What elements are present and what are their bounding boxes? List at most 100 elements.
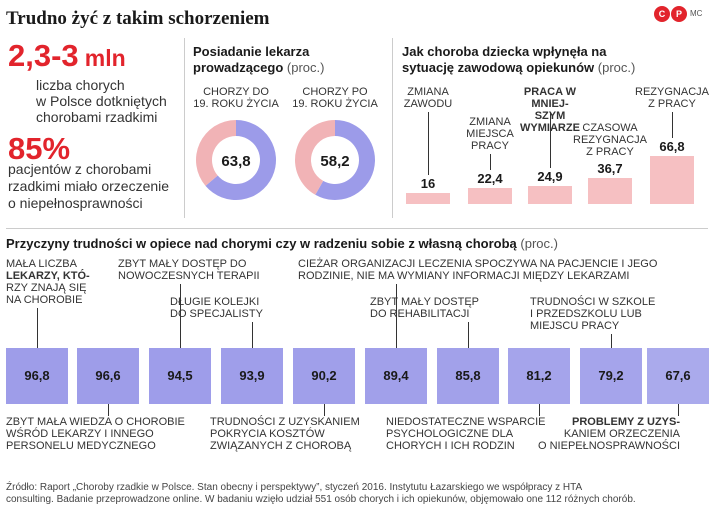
cause-label-connector	[678, 404, 679, 416]
stat-patients-value: 2,3-3 mln	[8, 38, 126, 73]
source-note: Źródło: Raport „Choroby rzadkie w Polsce…	[6, 482, 710, 506]
cause-bar	[293, 348, 355, 404]
cause-bar-label: NIEDOSTATECZNE WSPARCIE PSYCHOLOGICZNE DL…	[386, 416, 546, 452]
cause-bar-label: ZBYT MAŁY DOSTĘP DO NOWOCZESNYCH TERAPII	[118, 258, 260, 282]
page-title: Trudno żyć z takim schorzeniem	[6, 8, 270, 29]
bottom-title-text: Przyczyny trudności w opiece nad chorymi…	[6, 236, 517, 251]
author-credit: MC	[690, 9, 703, 18]
donut-chart-1	[196, 120, 276, 200]
cause-bar-label: TRUDNOŚCI Z UZYSKANIEM POKRYCIA KOSZTÓW ZW…	[210, 416, 360, 452]
work-section-title: Jak choroba dziecka wpłynęła na sytuację…	[402, 44, 708, 76]
work-bar-value: 16	[420, 175, 436, 191]
cause-bar-value: 96,8	[24, 368, 50, 383]
cause-bar-label: CIEŻAR ORGANIZACJI LECZENIA SPOCZYWA NA …	[298, 258, 658, 282]
donut-1-value-slice	[205, 120, 276, 200]
divider-right	[392, 38, 393, 218]
publisher-logo-left: C	[654, 6, 670, 22]
bottom-bar-chart: 96,8 96,6 94,5 93,9 90,2 89,4 85,8 81,2 79,2 67,6…	[0, 254, 714, 474]
cause-label-connector	[611, 334, 612, 348]
stat-patients-line2: w Polsce dotkniętych	[36, 93, 167, 109]
donut1-label-line2: 19. ROKU ŻYCIA	[193, 98, 279, 110]
donut-2-rest-slice	[295, 120, 335, 195]
work-label-connector	[428, 112, 429, 175]
work-title-line2: sytuację zawodową opiekunów	[402, 60, 595, 75]
cause-bar	[6, 348, 68, 404]
cause-bar	[437, 348, 499, 404]
work-bar-label: CZASOWA REZYGNACJA Z PRACY	[573, 122, 647, 158]
work-bar	[528, 186, 572, 204]
cause-label-connector	[539, 404, 540, 416]
work-bar-value: 22,4	[477, 170, 503, 186]
stat-patients-line3: chorobami rzadkimi	[36, 109, 158, 125]
donut2-label: CHORZY PO 19. ROKU ŻYCIA	[289, 86, 381, 110]
source-line2: consulting. Badanie przeprowadzone onlin…	[6, 494, 636, 505]
cause-bar-value: 94,5	[167, 368, 193, 383]
cause-bar-label: TRUDNOŚCI W SZKOLE I PRZEDSZKOLU LUB MIEJS…	[530, 296, 656, 332]
cause-bar	[508, 348, 570, 404]
cause-bar-label: ZBYT MAŁA WIEDZA O CHOROBIE WŚRÓD LEKARZY…	[6, 416, 185, 452]
cause-bar	[77, 348, 139, 404]
work-unit: (proc.)	[597, 60, 636, 75]
cause-bar-label: DŁUGIE KOLEJKI DO SPECJALISTY	[170, 296, 263, 320]
donut1-label: CHORZY DO 19. ROKU ŻYCIA	[190, 86, 282, 110]
cause-label-connector	[396, 284, 397, 348]
stat-disability-line1: pacjentów z chorobami	[8, 161, 152, 177]
cause-label-connector	[324, 404, 325, 416]
work-bar	[406, 192, 450, 204]
work-bar-chart: 16 ZMIANA ZAWODU 22,4 ZMIANA MIEJSCA PRACY 24,9…	[398, 80, 710, 210]
cause-label-connector	[180, 284, 181, 348]
work-bar-label: REZYGNACJA Z PRACY	[635, 86, 709, 110]
cause-bar-value: 67,6	[665, 368, 691, 383]
work-label-connector	[490, 154, 491, 170]
cause-bar-label: MAŁA LICZBA LEKARZY, KTÓ- RZY ZNAJĄ SIĘ NA …	[6, 258, 90, 306]
donut2-label-line1: CHORZY PO	[302, 86, 368, 98]
cause-label-connector	[37, 308, 38, 348]
stat-disability-value: 85%	[8, 131, 71, 166]
cause-bar-value: 93,9	[239, 368, 265, 383]
work-bar-value: 66,8	[659, 139, 685, 154]
donut-1-rest-slice	[196, 120, 236, 186]
stat-disability-line3: o niepełnosprawności	[8, 195, 143, 211]
cause-label-connector	[468, 322, 469, 348]
cause-bar	[221, 348, 283, 404]
cause-bar-label: ZBYT MAŁY DOSTĘP DO REHABILITACJI	[370, 296, 480, 320]
bottom-section-title: Przyczyny trudności w opiece nad chorymi…	[6, 236, 706, 252]
bottom-unit: (proc.)	[520, 236, 558, 251]
source-line1: Źródło: Raport „Choroby rzadkie w Polsce…	[6, 482, 583, 493]
work-bar-label: ZMIANA ZAWODU	[403, 86, 453, 110]
cause-bar-value: 90,2	[311, 368, 337, 383]
stat-patients-desc: liczba chorych w Polsce dotkniętych chor…	[36, 77, 186, 125]
work-bar	[468, 187, 512, 204]
stat-disability-line2: rzadkimi miało orzeczenie	[8, 178, 170, 194]
cause-bar-value: 96,6	[95, 368, 121, 383]
cause-bar-value: 85,8	[455, 368, 481, 383]
stat-disability-desc: pacjentów z chorobami rzadkimi miało orz…	[8, 161, 193, 212]
work-bar-label: ZMIANA MIEJSCA PRACY	[466, 116, 514, 152]
donut-chart-2	[295, 120, 375, 200]
cause-bar	[580, 348, 642, 404]
cause-label-connector	[252, 322, 253, 348]
work-label-connector	[672, 112, 673, 138]
cause-bar-label: PROBLEMY Z UZYS- KANIEM ORZECZENIA O NIEPE…	[538, 416, 681, 452]
donut-section-title: Posiadanie lekarza prowadzącego (proc.)	[193, 44, 388, 76]
cause-bar-value: 89,4	[383, 368, 409, 383]
work-title-line1: Jak choroba dziecka wpłynęła na	[402, 44, 607, 59]
cause-bar	[647, 348, 709, 404]
divider-left	[184, 38, 185, 218]
donut-charts	[196, 120, 375, 200]
donut-title-line1: Posiadanie lekarza	[193, 44, 310, 59]
donut-unit: (proc.)	[286, 60, 325, 75]
work-bar	[650, 156, 694, 204]
donut1-value: 63,8	[221, 153, 251, 170]
donut-2-value-slice	[315, 120, 375, 200]
work-label-connector	[550, 112, 551, 169]
donut1-label-line1: CHORZY DO	[203, 86, 269, 98]
publisher-logo-right: P	[671, 6, 687, 22]
cause-bar-value: 81,2	[526, 368, 552, 383]
donut2-label-line2: 19. ROKU ŻYCIA	[292, 98, 378, 110]
work-bar	[588, 177, 632, 204]
cause-label-connector	[108, 404, 109, 416]
stat-patients-line1: liczba chorych	[36, 77, 125, 93]
divider-horizontal	[6, 228, 708, 229]
